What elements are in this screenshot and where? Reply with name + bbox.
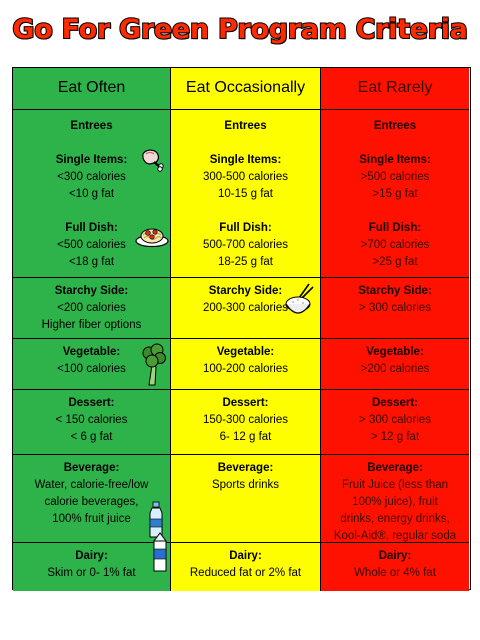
single-items-calories: >500 calories — [360, 171, 430, 183]
starchy-fiber: Higher fiber options — [41, 319, 142, 331]
full-dish-label: Full Dish: — [65, 222, 118, 234]
milk-carton-icon — [153, 532, 167, 572]
single-items-label: Single Items: — [55, 154, 128, 166]
starchy-label: Starchy Side: — [358, 285, 432, 297]
beverage-line-3: drinks, energy drinks, — [340, 513, 450, 525]
entrees-cell-rarely: Entrees Single Items: >500 calories >15 … — [321, 110, 469, 278]
beverage-cell-occasionally: Beverage: Sports drinks — [171, 455, 320, 543]
beverage-label: Beverage: — [63, 462, 120, 474]
beverage-label: Beverage: — [217, 462, 274, 474]
full-dish-calories: <500 calories — [57, 239, 126, 251]
vegetable-label: Vegetable: — [62, 346, 121, 358]
header-eat-occasionally: Eat Occasionally — [171, 68, 320, 110]
beverage-line-2: 100% juice), fruit — [352, 496, 438, 508]
water-bottle-icon — [149, 501, 163, 538]
dessert-cell-rarely: Dessert: > 300 calories > 12 g fat — [321, 390, 469, 455]
vegetable-calories: <100 calories — [57, 363, 126, 375]
dessert-label: Dessert: — [68, 397, 115, 409]
starchy-calories: 200-300 calories — [202, 302, 289, 314]
beverage-line-3: 100% fruit juice — [52, 513, 131, 525]
vegetable-label: Vegetable: — [366, 346, 424, 358]
dairy-label: Dairy: — [378, 550, 412, 562]
full-dish-calories: 500-700 calories — [202, 239, 289, 251]
single-items-fat: 10-15 g fat — [218, 188, 273, 200]
dairy-cell-often: Dairy: Skim or 0- 1% fat — [13, 532, 170, 591]
criteria-table: Eat Often Entrees Single Items: <300 cal… — [12, 67, 471, 591]
column-eat-rarely: Eat Rarely Entrees Single Items: >500 ca… — [321, 68, 469, 591]
full-dish-calories: >700 calories — [360, 239, 430, 251]
beverage-line-1: Water, calorie-free/low — [34, 479, 149, 491]
dessert-calories: 150-300 calories — [202, 414, 289, 426]
single-items-label: Single Items: — [209, 154, 282, 166]
page-title: Go For Green Program Criteria — [11, 13, 469, 46]
header-eat-often: Eat Often — [13, 68, 170, 110]
beverage-label: Beverage: — [367, 462, 423, 474]
entrees-label: Entrees — [224, 120, 267, 132]
dairy-value: Whole or 4% fat — [354, 567, 436, 579]
dessert-fat: > 12 g fat — [370, 431, 420, 443]
starchy-calories: > 300 calories — [359, 302, 431, 314]
dessert-fat: 6- 12 g fat — [219, 431, 272, 443]
dessert-cell-occasionally: Dessert: 150-300 calories 6- 12 g fat — [171, 390, 320, 455]
starchy-label: Starchy Side: — [54, 285, 129, 297]
full-dish-fat: 18-25 g fat — [218, 256, 273, 268]
entrees-cell-occasionally: Entrees Single Items: 300-500 calories 1… — [171, 110, 320, 278]
rice-bowl-icon — [285, 283, 314, 314]
beverage-line-1: Sports drinks — [211, 479, 280, 491]
single-items-calories: <300 calories — [57, 171, 126, 183]
dairy-value: Skim or 0- 1% fat — [47, 567, 136, 579]
vegetable-cell-often: Vegetable: <100 calories — [13, 339, 170, 390]
dessert-cell-often: Dessert: < 150 calories < 6 g fat — [13, 390, 170, 455]
dessert-label: Dessert: — [371, 397, 419, 409]
full-dish-fat: >25 g fat — [372, 256, 418, 268]
single-items-fat: <10 g fat — [68, 188, 115, 200]
starchy-cell-occasionally: Starchy Side: 200-300 calories — [171, 278, 320, 339]
header-eat-rarely: Eat Rarely — [321, 68, 469, 110]
entrees-cell-often: Entrees Single Items: <300 calories <10 … — [13, 110, 170, 278]
full-dish-label: Full Dish: — [219, 222, 272, 234]
starchy-calories: <200 calories — [57, 302, 126, 314]
full-dish-label: Full Dish: — [368, 222, 422, 234]
starchy-cell-often: Starchy Side: <200 calories Higher fiber… — [13, 278, 170, 339]
starchy-label: Starchy Side: — [208, 285, 283, 297]
vegetable-cell-rarely: Vegetable: >200 calories — [321, 339, 469, 390]
dairy-label: Dairy: — [75, 550, 108, 562]
dessert-calories: > 300 calories — [359, 414, 431, 426]
entrees-label: Entrees — [373, 120, 417, 132]
entrees-label: Entrees — [70, 120, 113, 132]
dairy-cell-rarely: Dairy: Whole or 4% fat — [321, 543, 469, 591]
dairy-cell-occasionally: Dairy: Reduced fat or 2% fat — [171, 543, 320, 591]
beverage-line-1: Fruit Juice (less than — [341, 479, 449, 491]
vegetable-calories: >200 calories — [360, 363, 430, 375]
spaghetti-plate-icon — [135, 228, 169, 248]
broccoli-icon — [142, 343, 166, 386]
dairy-label: Dairy: — [229, 550, 262, 562]
dairy-value: Reduced fat or 2% fat — [189, 567, 302, 579]
column-eat-often: Eat Often Entrees Single Items: <300 cal… — [13, 68, 170, 591]
vegetable-cell-occasionally: Vegetable: 100-200 calories — [171, 339, 320, 390]
beverage-cell-often: Beverage: Water, calorie-free/low calori… — [13, 455, 170, 543]
full-dish-fat: <18 g fat — [68, 256, 115, 268]
beverage-line-2: calorie beverages, — [44, 496, 139, 508]
single-items-calories: 300-500 calories — [202, 171, 289, 183]
beverage-line-4: Kool-Aid®, regular soda — [333, 530, 457, 542]
vegetable-calories: 100-200 calories — [202, 363, 289, 375]
single-items-label: Single Items: — [359, 154, 431, 166]
dessert-label: Dessert: — [222, 397, 269, 409]
starchy-cell-rarely: Starchy Side: > 300 calories — [321, 278, 469, 339]
column-eat-occasionally: Eat Occasionally Entrees Single Items: 3… — [170, 68, 321, 591]
dessert-calories: < 150 calories — [55, 414, 128, 426]
dessert-fat: < 6 g fat — [70, 431, 113, 443]
vegetable-label: Vegetable: — [216, 346, 275, 358]
single-items-fat: >15 g fat — [372, 188, 418, 200]
drumstick-icon — [142, 149, 164, 172]
beverage-cell-rarely: Beverage: Fruit Juice (less than 100% ju… — [321, 455, 469, 543]
